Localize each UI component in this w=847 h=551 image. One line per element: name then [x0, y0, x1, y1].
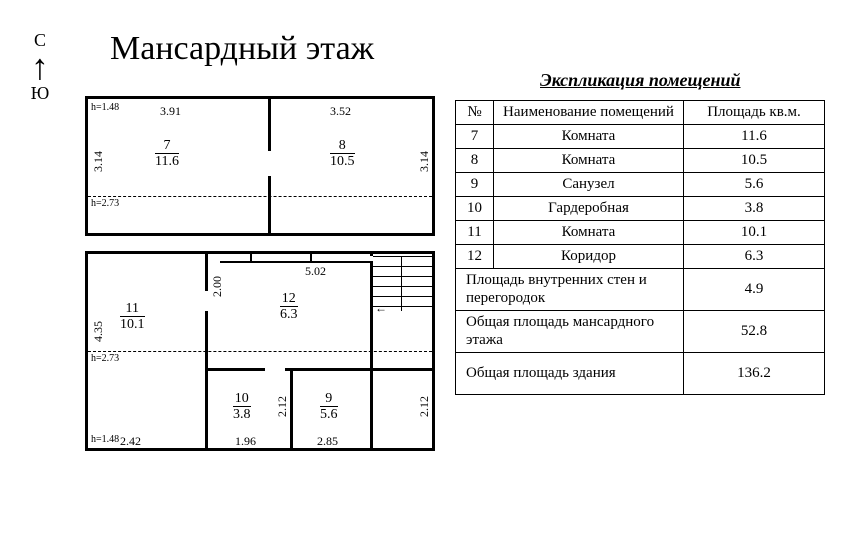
room-area: 10.1: [120, 316, 145, 332]
cell-num: 10: [456, 197, 494, 221]
table-header-row: № Наименование помещений Площадь кв.м.: [456, 101, 825, 125]
height-label: h=1.48: [91, 434, 119, 445]
room-7-label: 7 11.6: [155, 138, 179, 170]
summary-value: 52.8: [684, 311, 825, 353]
room-area: 5.6: [320, 406, 338, 422]
height-label: h=1.48: [91, 102, 119, 113]
summary-value: 136.2: [684, 353, 825, 395]
cell-name: Комната: [494, 149, 684, 173]
room-9-label: 9 5.6: [320, 391, 338, 423]
cell-area: 11.6: [684, 125, 825, 149]
table-row: 9Санузел5.6: [456, 173, 825, 197]
table-title: Экспликация помещений: [540, 70, 741, 91]
dim: 2.00: [210, 276, 225, 297]
cell-name: Комната: [494, 125, 684, 149]
page-title: Мансардный этаж: [110, 30, 374, 68]
cell-num: 7: [456, 125, 494, 149]
room-area: 6.3: [280, 306, 298, 322]
wall: [250, 251, 252, 263]
table-row: 7Комната11.6: [456, 125, 825, 149]
wall: [205, 368, 265, 371]
cell-area: 3.8: [684, 197, 825, 221]
compass-south-label: Ю: [20, 83, 60, 104]
room-number: 9: [320, 391, 338, 406]
cell-name: Санузел: [494, 173, 684, 197]
summary-row: Общая площадь здания136.2: [456, 353, 825, 395]
room-number: 7: [155, 138, 179, 153]
room-area: 11.6: [155, 153, 179, 169]
room-number: 8: [330, 138, 355, 153]
room-10-label: 10 3.8: [233, 391, 251, 423]
wall: [205, 251, 208, 291]
col-num: №: [456, 101, 494, 125]
dim: 2.42: [120, 434, 141, 449]
room-11-label: 11 10.1: [120, 301, 145, 333]
table-row: 11Комната10.1: [456, 221, 825, 245]
col-name: Наименование помещений: [494, 101, 684, 125]
cell-area: 6.3: [684, 245, 825, 269]
dim: 3.91: [160, 104, 181, 119]
cell-num: 11: [456, 221, 494, 245]
dim: 4.35: [91, 321, 106, 342]
table-row: 12Коридор6.3: [456, 245, 825, 269]
cell-name: Коридор: [494, 245, 684, 269]
room-number: 12: [280, 291, 298, 306]
dim: 3.14: [91, 151, 106, 172]
compass-arrow-icon: ↑: [20, 51, 60, 83]
col-area: Площадь кв.м.: [684, 101, 825, 125]
summary-label: Общая площадь здания: [456, 353, 684, 395]
cell-name: Комната: [494, 221, 684, 245]
explication-table: № Наименование помещений Площадь кв.м. 7…: [455, 100, 825, 395]
height-label: h=2.73: [91, 353, 119, 364]
table-row: 10Гардеробная3.8: [456, 197, 825, 221]
stairs-icon: ←: [373, 256, 432, 316]
eave-line: [88, 196, 432, 197]
floor-plan: ← 7 11.6 8 10.5 11 10.1 12 6.3 10 3.8 9 …: [85, 96, 435, 456]
summary-label: Площадь внутренних стен и перегородок: [456, 269, 684, 311]
wall: [220, 261, 373, 263]
room-12-label: 12 6.3: [280, 291, 298, 323]
wall: [205, 311, 208, 451]
room-number: 11: [120, 301, 145, 316]
summary-label: Общая площадь мансардного этажа: [456, 311, 684, 353]
room-area: 10.5: [330, 153, 355, 169]
cell-name: Гардеробная: [494, 197, 684, 221]
dim: 2.12: [417, 396, 432, 417]
wall: [310, 251, 312, 263]
cell-area: 10.5: [684, 149, 825, 173]
table-row: 8Комната10.5: [456, 149, 825, 173]
dim: 3.52: [330, 104, 351, 119]
summary-row: Площадь внутренних стен и перегородок4.9: [456, 269, 825, 311]
wall: [268, 96, 271, 151]
cell-num: 9: [456, 173, 494, 197]
dim: 5.02: [305, 264, 326, 279]
cell-num: 12: [456, 245, 494, 269]
dim: 3.14: [417, 151, 432, 172]
wall: [268, 176, 271, 236]
room-number: 10: [233, 391, 251, 406]
room-8-label: 8 10.5: [330, 138, 355, 170]
room-area: 3.8: [233, 406, 251, 422]
compass: С ↑ Ю: [20, 30, 60, 104]
summary-row: Общая площадь мансардного этажа52.8: [456, 311, 825, 353]
eave-line: [88, 351, 432, 352]
wall: [290, 371, 293, 451]
dim: 1.96: [235, 434, 256, 449]
height-label: h=2.73: [91, 198, 119, 209]
summary-value: 4.9: [684, 269, 825, 311]
upper-block: [85, 96, 435, 236]
dim: 2.85: [317, 434, 338, 449]
cell-area: 5.6: [684, 173, 825, 197]
cell-area: 10.1: [684, 221, 825, 245]
wall: [285, 368, 435, 371]
dim: 2.12: [275, 396, 290, 417]
cell-num: 8: [456, 149, 494, 173]
